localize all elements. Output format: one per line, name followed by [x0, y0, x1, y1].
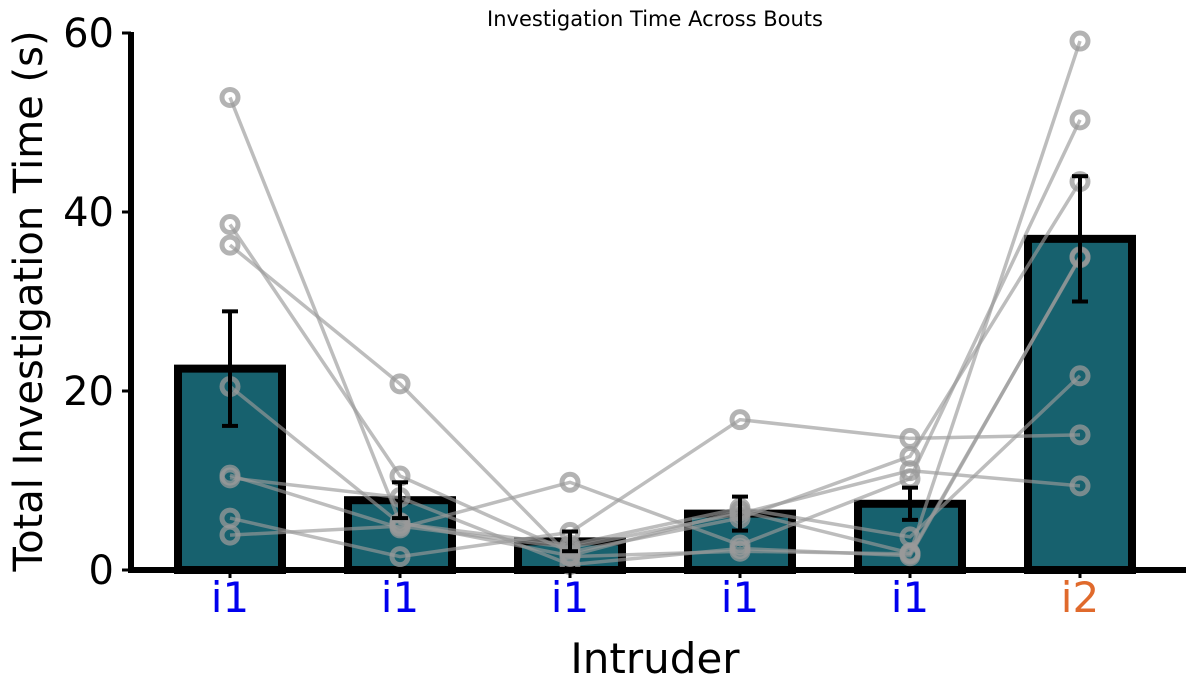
y-tick-label: 60 [63, 11, 114, 57]
chart-title: Investigation Time Across Bouts [487, 7, 823, 31]
bars-group [174, 234, 1136, 574]
x-tick-label: i1 [551, 573, 589, 622]
x-tick-label: i1 [211, 573, 249, 622]
subject-point [389, 546, 411, 568]
subject-point [729, 538, 751, 560]
subject-line [228, 40, 1082, 558]
subject-line [229, 417, 1081, 559]
subject-point [729, 409, 751, 431]
x-tick-label: i1 [891, 573, 929, 622]
subject-point [899, 526, 921, 548]
subject-point [1069, 365, 1091, 387]
subject-point [219, 214, 241, 236]
subject-point [899, 460, 921, 482]
x-ticks-group: i1 i1 i1 i1 i1 i2 [211, 570, 1099, 622]
subject-point [219, 234, 241, 256]
subject-line [228, 180, 1082, 554]
x-axis-label: Intruder [570, 634, 740, 683]
y-tick-label: 40 [63, 190, 114, 236]
subject-point [219, 524, 241, 546]
subject-point [899, 427, 921, 449]
y-ticks-group: 0 20 40 60 [63, 11, 131, 594]
subject-line [229, 119, 1082, 547]
subject-line [228, 374, 1082, 547]
axes-group [128, 32, 1186, 573]
subject-line [229, 255, 1082, 567]
y-tick-label: 0 [89, 548, 114, 594]
subject-point [1069, 424, 1091, 446]
x-tick-label: i2 [1061, 573, 1099, 622]
subject-lines-group [228, 40, 1082, 567]
subject-point [899, 545, 921, 567]
subject-point [1069, 30, 1091, 52]
subject-point [559, 471, 581, 493]
subject-point [219, 86, 241, 108]
x-tick-label: i1 [381, 573, 419, 622]
subject-point [389, 373, 411, 395]
subject-point [219, 467, 241, 489]
subject-line [229, 468, 1081, 550]
x-tick-label: i1 [721, 573, 759, 622]
y-tick-label: 20 [63, 369, 114, 415]
subject-point [1069, 109, 1091, 131]
subject-point [1069, 475, 1091, 497]
y-axis-label: Total Investigation Time (s) [6, 30, 52, 572]
error-bars-group [222, 174, 1088, 554]
